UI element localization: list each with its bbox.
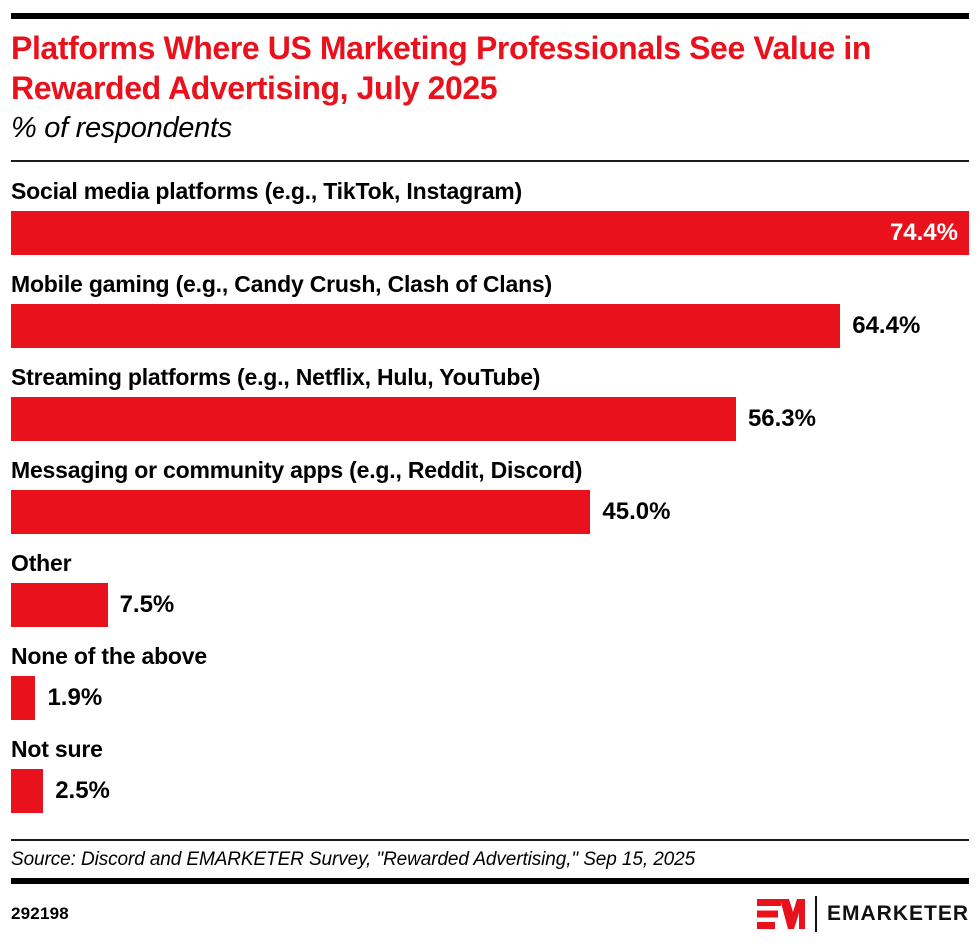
bar-track: 74.4%: [11, 210, 969, 255]
header-divider: [11, 159, 969, 162]
chart-subtitle: % of respondents: [11, 111, 232, 144]
category-label: Other: [11, 549, 72, 576]
brand-name: EMARKETER: [826, 901, 969, 925]
chart-id: 292198: [11, 903, 69, 923]
bar-track: 7.5%: [11, 582, 969, 627]
bar-row-social-media: Social media platforms (e.g., TikTok, In…: [11, 177, 969, 255]
value-label: 2.5%: [55, 776, 110, 804]
bar-track: 45.0%: [11, 489, 969, 534]
bar-row-not-sure: Not sure 2.5%: [11, 735, 969, 813]
bar: [11, 303, 841, 348]
value-label: 56.3%: [747, 404, 816, 432]
value-label: 45.0%: [602, 497, 671, 525]
bar: [11, 582, 108, 627]
brand-divider: [814, 895, 817, 932]
bar-row-other: Other 7.5%: [11, 549, 969, 627]
bar-track: 2.5%: [11, 768, 969, 813]
value-label: 74.4%: [889, 218, 958, 246]
bar-chart: Social media platforms (e.g., TikTok, In…: [11, 177, 969, 813]
value-label: 1.9%: [47, 683, 103, 711]
category-label: Social media platforms (e.g., TikTok, In…: [11, 177, 523, 204]
top-rule: [11, 13, 969, 19]
bar: [11, 489, 591, 534]
bottom-rule: [11, 877, 969, 884]
category-label: Messaging or community apps (e.g., Reddi…: [11, 456, 583, 483]
value-label: 7.5%: [119, 590, 175, 618]
bar: [11, 396, 736, 441]
category-label: Mobile gaming (e.g., Candy Crush, Clash …: [11, 270, 552, 297]
source-divider: [11, 838, 969, 841]
bar: 74.4%: [11, 210, 969, 255]
bar: [11, 768, 44, 813]
bar-row-streaming: Streaming platforms (e.g., Netflix, Hulu…: [11, 363, 969, 441]
bar-row-mobile-gaming: Mobile gaming (e.g., Candy Crush, Clash …: [11, 270, 969, 348]
value-label: 64.4%: [852, 311, 921, 339]
chart-title: Platforms Where US Marketing Professiona…: [11, 30, 872, 107]
bar-track: 56.3%: [11, 396, 969, 441]
bar-track: 1.9%: [11, 675, 969, 720]
emarketer-logo-icon: [756, 898, 805, 929]
footer: 292198 EMARKETER: [11, 895, 969, 932]
chart-page: Platforms Where US Marketing Professiona…: [0, 13, 980, 932]
category-label: None of the above: [11, 642, 207, 669]
source-note: Source: Discord and EMARKETER Survey, "R…: [11, 848, 696, 870]
bar-row-none-of-the-above: None of the above 1.9%: [11, 642, 969, 720]
bar-track: 64.4%: [11, 303, 969, 348]
category-label: Streaming platforms (e.g., Netflix, Hulu…: [11, 363, 541, 390]
bar: [11, 675, 36, 720]
bar-row-messaging: Messaging or community apps (e.g., Reddi…: [11, 456, 969, 534]
category-label: Not sure: [11, 735, 103, 762]
brand-lockup: EMARKETER: [756, 895, 969, 932]
